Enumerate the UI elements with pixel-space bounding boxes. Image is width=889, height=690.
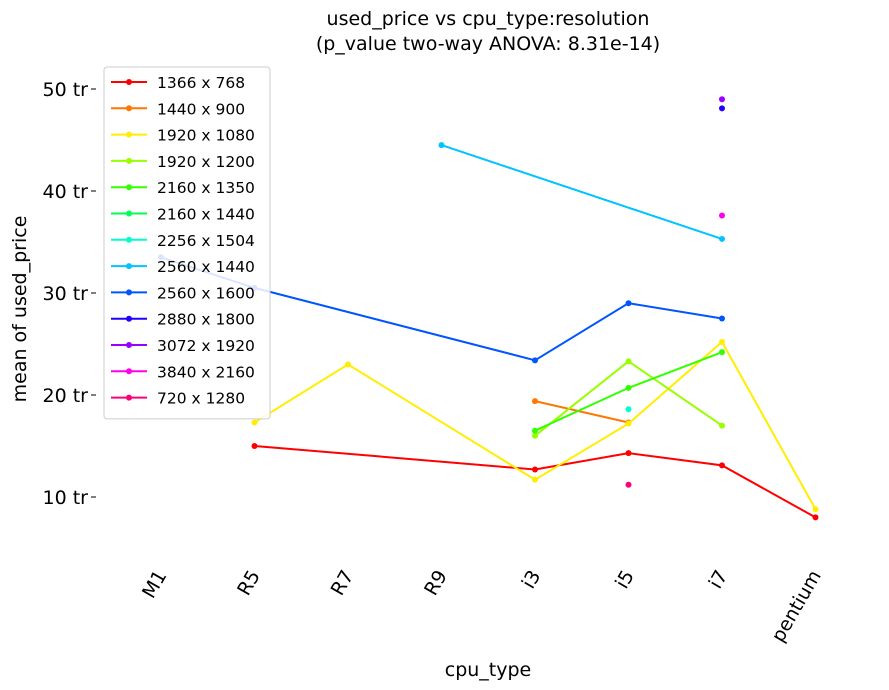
- data-point: [719, 105, 725, 112]
- x-tick-label: R5: [233, 567, 265, 600]
- x-tick-label: i5: [611, 567, 639, 593]
- y-axis-label: mean of used_price: [9, 216, 31, 403]
- data-point: [719, 422, 725, 429]
- series-line: [534, 400, 629, 424]
- x-tick-label: M1: [138, 567, 171, 603]
- data-point: [719, 338, 725, 345]
- data-point: [532, 427, 538, 434]
- legend-label: 2560 x 1600: [157, 284, 255, 302]
- data-point: [812, 514, 819, 521]
- legend-label: 1366 x 768: [157, 74, 245, 92]
- series-group: [719, 105, 725, 112]
- legend-swatch-marker: [126, 315, 132, 322]
- legend-label: 2880 x 1800: [157, 311, 255, 329]
- x-tick-label: i7: [705, 567, 733, 593]
- data-point: [251, 419, 258, 426]
- data-point: [625, 481, 632, 488]
- legend-label: 2160 x 1440: [157, 206, 255, 224]
- x-axis: M1 R5 R7 R9 i3 i5 i7 pentium: [138, 567, 826, 646]
- data-point: [532, 398, 538, 405]
- data-point: [438, 142, 445, 149]
- data-point: [532, 466, 538, 473]
- y-tick-label: 30 tr: [43, 283, 89, 305]
- data-point: [345, 361, 351, 368]
- data-point: [625, 406, 632, 413]
- series-group: [532, 349, 725, 434]
- legend-swatch-marker: [126, 157, 132, 164]
- data-point: [719, 212, 725, 219]
- data-point: [719, 235, 725, 242]
- series-group: [625, 481, 632, 488]
- y-tick-label: 50 tr: [43, 79, 89, 101]
- x-tick-label: pentium: [767, 567, 826, 646]
- legend-label: 1440 x 900: [157, 100, 245, 118]
- data-point: [251, 443, 258, 449]
- data-point: [625, 300, 632, 307]
- series-group: [438, 142, 725, 242]
- data-point: [719, 462, 725, 469]
- data-point: [625, 420, 632, 427]
- legend-swatch-marker: [126, 184, 132, 191]
- series-group: [719, 212, 725, 219]
- legend-swatch-marker: [126, 289, 132, 296]
- legend-swatch-marker: [126, 342, 132, 348]
- legend-swatch-marker: [126, 236, 132, 243]
- data-point: [532, 476, 538, 483]
- series-line: [441, 144, 723, 240]
- series-group: [251, 338, 819, 513]
- legend: 1366 x 768 1440 x 900 1920 x 1080 1920 x 12…: [103, 66, 271, 420]
- legend-label: 1920 x 1080: [157, 127, 255, 145]
- y-tick-label: 40 tr: [43, 181, 89, 203]
- data-point: [719, 315, 725, 322]
- y-axis: 10 tr 20 tr 30 tr 40 tr 50 tr: [43, 79, 96, 509]
- legend-label: 3840 x 2160: [157, 363, 255, 381]
- legend-label: 2256 x 1504: [157, 232, 255, 250]
- y-tick-label: 20 tr: [43, 385, 89, 407]
- data-point: [812, 506, 819, 513]
- legend-box: [103, 66, 271, 420]
- data-point: [625, 450, 632, 457]
- data-point: [719, 349, 725, 356]
- legend-label: 1920 x 1200: [157, 153, 255, 171]
- legend-swatch-marker: [126, 263, 132, 270]
- legend-swatch-marker: [126, 210, 132, 217]
- data-point: [625, 384, 632, 391]
- data-point: [625, 358, 632, 365]
- legend-swatch-marker: [126, 105, 132, 112]
- chart-subtitle: (p_value two-way ANOVA: 8.31e-14): [316, 33, 660, 55]
- series-group: [625, 406, 632, 413]
- legend-label: 720 x 1280: [157, 390, 245, 408]
- data-point: [719, 96, 725, 103]
- x-axis-label: cpu_type: [445, 659, 532, 681]
- series-group: [532, 398, 632, 426]
- legend-label: 2160 x 1350: [157, 179, 255, 197]
- legend-swatch-marker: [126, 131, 132, 138]
- chart-title: used_price vs cpu_type:resolution: [327, 8, 650, 30]
- data-point: [532, 357, 538, 364]
- x-tick-label: R7: [327, 567, 359, 600]
- legend-swatch-marker: [126, 394, 132, 401]
- data-point: [532, 432, 538, 439]
- series-group: [532, 358, 725, 439]
- x-tick-label: i3: [518, 567, 546, 593]
- series-group: [251, 443, 819, 521]
- series-line: [253, 340, 817, 510]
- series-group: [719, 96, 725, 103]
- legend-swatch-marker: [126, 368, 132, 375]
- x-tick-label: R9: [420, 567, 452, 600]
- legend-label: 2560 x 1440: [157, 258, 255, 276]
- legend-swatch-marker: [126, 79, 132, 85]
- y-tick-label: 10 tr: [43, 487, 89, 509]
- legend-label: 3072 x 1920: [157, 337, 255, 355]
